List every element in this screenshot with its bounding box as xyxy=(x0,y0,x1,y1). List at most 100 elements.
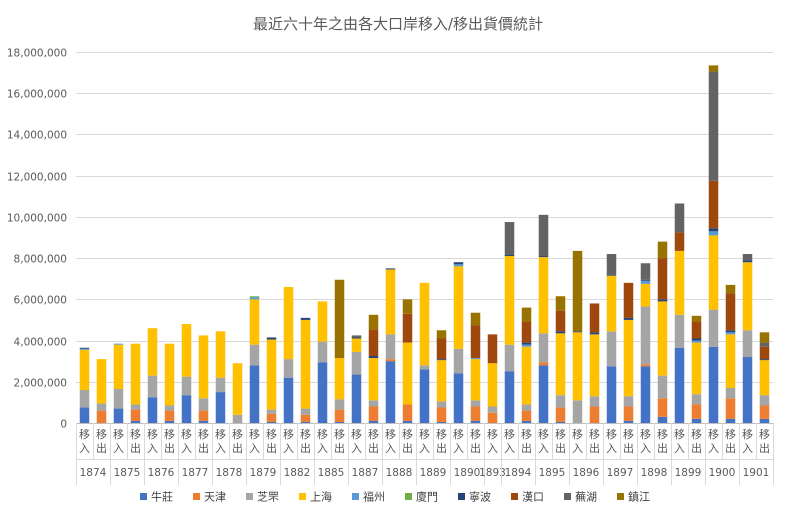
bar-segment xyxy=(708,309,719,347)
x-category-label: 移入 xyxy=(147,428,158,455)
bar-segment xyxy=(147,397,158,423)
bar-segment xyxy=(708,346,719,423)
bars xyxy=(79,65,770,423)
bar-segment xyxy=(487,334,498,364)
x-category-label: 移入 xyxy=(572,428,583,455)
bar-segment xyxy=(334,399,345,410)
legend-swatch xyxy=(458,493,465,500)
legend-label: 天津 xyxy=(204,491,226,504)
bar-segment xyxy=(487,363,498,407)
legend-swatch xyxy=(246,493,253,500)
legend-label: 廈門 xyxy=(416,490,438,504)
bar-segment xyxy=(113,388,124,409)
bar-segment xyxy=(130,343,141,405)
bar-segment xyxy=(436,359,447,361)
bar-segment xyxy=(640,279,651,281)
y-tick-label: 6,000,000 xyxy=(14,295,67,307)
bar-segment xyxy=(623,317,634,320)
bar-segment xyxy=(623,282,634,318)
bar-segment xyxy=(555,296,566,311)
bar-segment xyxy=(181,376,192,396)
bar-segment xyxy=(759,342,770,347)
legend-label: 寧波 xyxy=(469,490,491,504)
bar-segment xyxy=(368,400,379,407)
legend-swatch xyxy=(405,493,412,500)
bar-segment xyxy=(725,332,736,335)
bar-segment xyxy=(470,359,481,401)
bar-segment xyxy=(538,333,549,363)
bar-segment xyxy=(130,409,141,421)
x-category-label: 移出 xyxy=(623,428,634,455)
bar-segment xyxy=(759,360,770,396)
bar-segment xyxy=(283,286,294,360)
bar-segment xyxy=(334,279,345,359)
bar-segment xyxy=(96,410,107,423)
bar-segment xyxy=(504,255,515,257)
y-tick-label: 18,000,000 xyxy=(7,48,67,60)
x-category-label: 移入 xyxy=(453,428,464,455)
legend-label: 鎮江 xyxy=(628,490,650,504)
bar-segment xyxy=(198,398,209,411)
bar-segment xyxy=(657,398,668,417)
bar-segment xyxy=(606,366,617,423)
bar-segment xyxy=(436,338,447,360)
bar-segment xyxy=(725,334,736,388)
bar-segment xyxy=(487,412,498,423)
bar-segment xyxy=(742,253,753,261)
bar-segment xyxy=(623,406,634,421)
bar-segment xyxy=(589,406,600,423)
bar-segment xyxy=(436,421,447,423)
bar-segment xyxy=(266,339,277,410)
bar-segment xyxy=(555,331,566,334)
bar-segment xyxy=(470,312,481,326)
x-category-label: 移出 xyxy=(725,428,736,455)
bar-segment xyxy=(759,359,770,361)
bar-segment xyxy=(385,361,396,423)
legend-label: 漢口 xyxy=(522,491,544,504)
bar-segment xyxy=(691,315,702,322)
bar-segment xyxy=(402,313,413,343)
bar-segment xyxy=(606,253,617,275)
bar-segment xyxy=(181,324,192,377)
x-category-label: 移出 xyxy=(589,428,600,455)
bar-segment xyxy=(79,349,90,391)
bar-segment xyxy=(759,346,770,360)
bar-segment xyxy=(606,274,617,276)
x-year-label: 1879 xyxy=(250,467,277,479)
bar-segment xyxy=(79,390,90,408)
bar-segment xyxy=(708,228,719,232)
x-category-label: 移出 xyxy=(266,428,277,455)
bar-segment xyxy=(385,269,396,335)
bar-segment xyxy=(521,410,532,421)
x-year-label: 1900 xyxy=(709,467,736,479)
bar-segment xyxy=(215,377,226,393)
bar-segment xyxy=(453,262,464,265)
bar-segment xyxy=(725,284,736,294)
bar-segment xyxy=(368,314,379,330)
bar-segment xyxy=(589,396,600,407)
bar-segment xyxy=(79,348,90,350)
bar-segment xyxy=(402,342,413,405)
bar-segment xyxy=(674,203,685,233)
bar-segment xyxy=(402,299,413,314)
bar-segment xyxy=(232,414,243,423)
bar-segment xyxy=(759,395,770,406)
bar-segment xyxy=(623,420,634,423)
bar-segment xyxy=(521,342,532,345)
x-category-label: 移入 xyxy=(79,428,90,455)
bar-segment xyxy=(555,407,566,422)
x-category-label: 移入 xyxy=(283,428,294,455)
bar-segment xyxy=(453,348,464,374)
bar-segment xyxy=(164,420,175,423)
bar-segment xyxy=(691,394,702,405)
x-category-label: 移出 xyxy=(521,428,532,455)
x-year-label: 1888 xyxy=(386,467,413,479)
x-category-label: 移入 xyxy=(419,428,430,455)
legend-label: 芝罘 xyxy=(257,491,279,504)
bar-segment xyxy=(742,357,753,423)
x-category-label: 移入 xyxy=(606,428,617,455)
bar-segment xyxy=(334,421,345,423)
y-axis: 0 2,000,000 4,000,000 6,000,000 8,000,000 10,… xyxy=(7,48,67,431)
bar-segment xyxy=(215,392,226,423)
x-year-label: 1899 xyxy=(675,467,702,479)
